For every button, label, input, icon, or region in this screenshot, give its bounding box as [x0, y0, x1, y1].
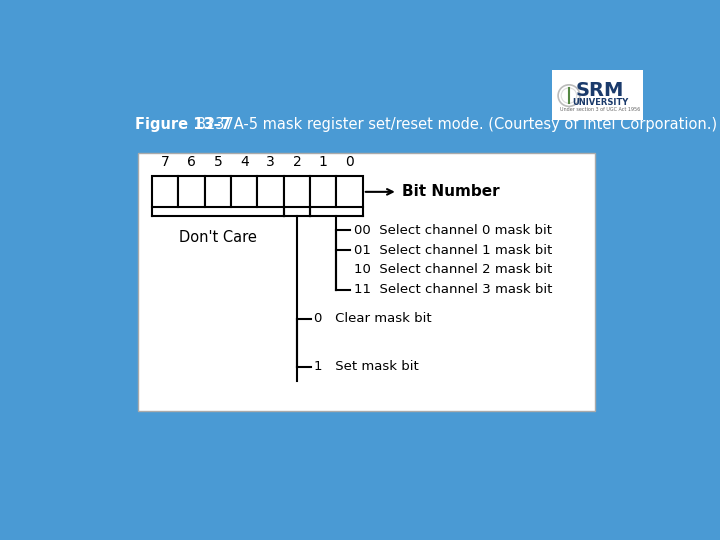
- Text: 1: 1: [319, 155, 328, 168]
- Text: 8237A-5 mask register set/reset mode. (Courtesy of Intel Corporation.): 8237A-5 mask register set/reset mode. (C…: [192, 117, 717, 132]
- Text: 0: 0: [346, 155, 354, 168]
- Text: 1   Set mask bit: 1 Set mask bit: [314, 360, 419, 373]
- Text: 0   Clear mask bit: 0 Clear mask bit: [314, 313, 431, 326]
- Bar: [138, 153, 595, 411]
- Text: 5: 5: [214, 155, 222, 168]
- Bar: [204, 177, 231, 207]
- Bar: [284, 177, 310, 207]
- Text: Figure 13–7: Figure 13–7: [135, 117, 231, 132]
- Text: Bit Number: Bit Number: [402, 184, 499, 199]
- Text: 7: 7: [161, 155, 169, 168]
- Text: 11  Select channel 3 mask bit: 11 Select channel 3 mask bit: [354, 283, 552, 296]
- Text: 2: 2: [292, 155, 301, 168]
- Text: 00  Select channel 0 mask bit: 00 Select channel 0 mask bit: [354, 224, 552, 237]
- Text: Don't Care: Don't Care: [179, 231, 257, 245]
- Text: UNIVERSITY: UNIVERSITY: [572, 98, 628, 107]
- Bar: [552, 70, 644, 120]
- Bar: [231, 177, 258, 207]
- Bar: [258, 177, 284, 207]
- Text: Under section 3 of UGC Act 1956: Under section 3 of UGC Act 1956: [560, 107, 640, 112]
- Text: 01  Select channel 1 mask bit: 01 Select channel 1 mask bit: [354, 244, 552, 256]
- Text: 10  Select channel 2 mask bit: 10 Select channel 2 mask bit: [354, 264, 552, 276]
- Text: 4: 4: [240, 155, 248, 168]
- Bar: [336, 177, 363, 207]
- Text: SRM: SRM: [576, 82, 624, 100]
- Bar: [310, 177, 336, 207]
- Bar: [152, 177, 179, 207]
- Text: 3: 3: [266, 155, 275, 168]
- Bar: [179, 177, 204, 207]
- Text: 6: 6: [187, 155, 196, 168]
